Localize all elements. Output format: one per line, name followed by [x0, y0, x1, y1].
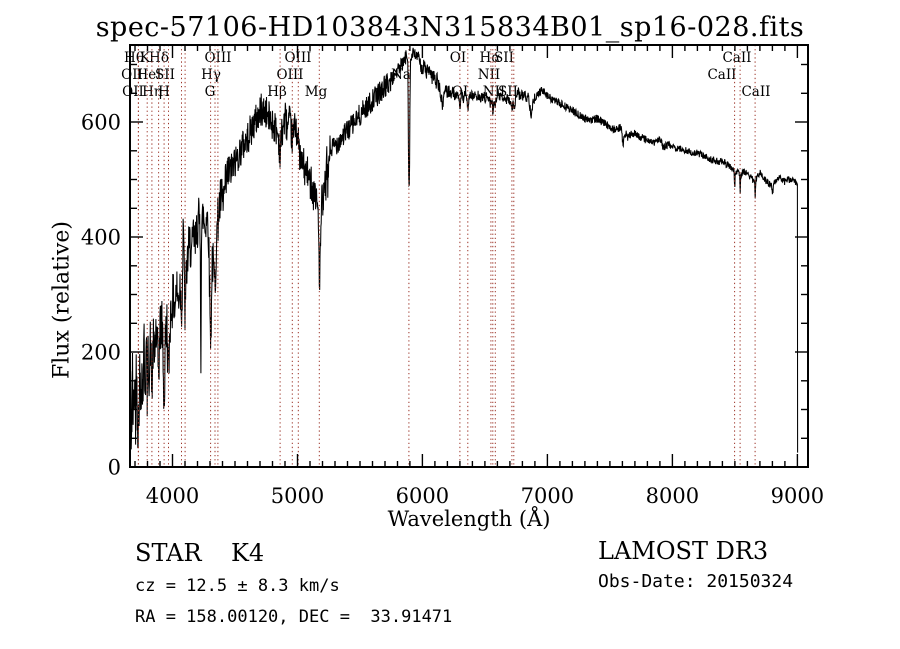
- object-subclass-label: K4: [231, 539, 265, 567]
- survey-release-label: LAMOST DR3: [598, 537, 769, 565]
- spectral-line-label: CaII: [707, 67, 736, 83]
- y-axis-label: Flux (relative): [49, 220, 75, 380]
- spectral-line-label: H: [158, 84, 170, 100]
- spectral-line-label: NII: [478, 67, 500, 83]
- y-tick-label: 0: [108, 456, 121, 480]
- y-tick-label: 200: [81, 341, 121, 365]
- spectral-line-label: SII: [498, 84, 518, 100]
- spectral-line-label: OI: [450, 50, 466, 66]
- spectral-line-label: CaII: [741, 84, 770, 100]
- y-tick-label: 400: [81, 226, 121, 250]
- plot-frame: [129, 44, 809, 468]
- spectrum-trace: [129, 47, 799, 454]
- spectral-line-label: OII: [122, 84, 144, 100]
- x-tick-label: 7000: [521, 484, 574, 508]
- spectral-line-label: G: [205, 84, 216, 100]
- x-tick-label: 5000: [271, 484, 324, 508]
- spectral-line-label: Hβ: [267, 84, 287, 100]
- spectral-line-label: Hη: [142, 84, 162, 100]
- x-tick-label: 4000: [146, 484, 199, 508]
- ra-dec-text: RA = 158.00120, DEC = 33.91471: [135, 607, 453, 627]
- x-tick-label: 9000: [771, 484, 824, 508]
- spectral-line-label: SII: [494, 50, 514, 66]
- spectral-line-label: HeI: [136, 67, 161, 83]
- spectral-line-label: Mg: [305, 84, 328, 100]
- x-axis-label: Wavelength (Å): [387, 507, 551, 531]
- obs-date-text: Obs-Date: 20150324: [598, 571, 794, 592]
- object-class-label: STAR: [135, 539, 202, 567]
- spectral-line-label: SII: [155, 67, 175, 83]
- spectral-line-label: OII: [121, 67, 143, 83]
- plot-title: spec-57106-HD103843N315834B01_sp16-028.f…: [95, 12, 805, 43]
- y-tick-label: 600: [81, 111, 121, 135]
- spectral-line-label: OIII: [276, 67, 303, 83]
- cz-velocity-text: cz = 12.5 ± 8.3 km/s: [135, 576, 340, 596]
- x-tick-label: 8000: [646, 484, 699, 508]
- x-tick-label: 6000: [396, 484, 449, 508]
- spectral-line-label: CaII: [722, 50, 751, 66]
- spectral-line-label: K: [140, 50, 151, 66]
